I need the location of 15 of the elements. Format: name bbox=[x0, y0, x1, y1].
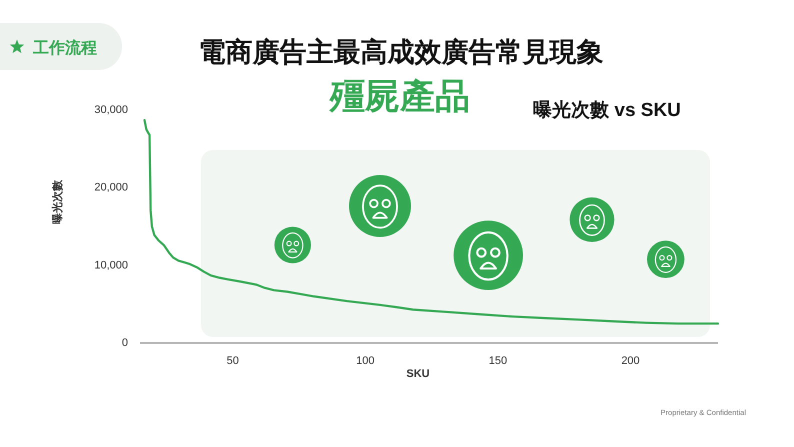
y-tick-label: 30,000 bbox=[94, 104, 128, 116]
y-axis-title: 曝光次數 bbox=[51, 179, 64, 224]
x-tick-label: 200 bbox=[621, 355, 640, 367]
chart-subtitle: 殭屍產品 bbox=[329, 77, 470, 116]
text: 工作流程 bbox=[32, 38, 97, 57]
line-series bbox=[143, 119, 720, 325]
chart-title: 電商廣告主最高成效廣告常見現象 bbox=[198, 37, 604, 67]
y-tick-label: 10,000 bbox=[94, 259, 128, 272]
x-tick-label: 150 bbox=[488, 355, 508, 367]
x-axis-title: SKU bbox=[406, 368, 430, 380]
y-tick-label: 20,000 bbox=[94, 182, 128, 194]
annotation: 曝光次數 vs SKU bbox=[533, 99, 681, 121]
x-tick-label: 100 bbox=[356, 355, 375, 367]
x-tick-label: 50 bbox=[226, 355, 239, 367]
y-tick-label: 0 bbox=[122, 337, 128, 349]
